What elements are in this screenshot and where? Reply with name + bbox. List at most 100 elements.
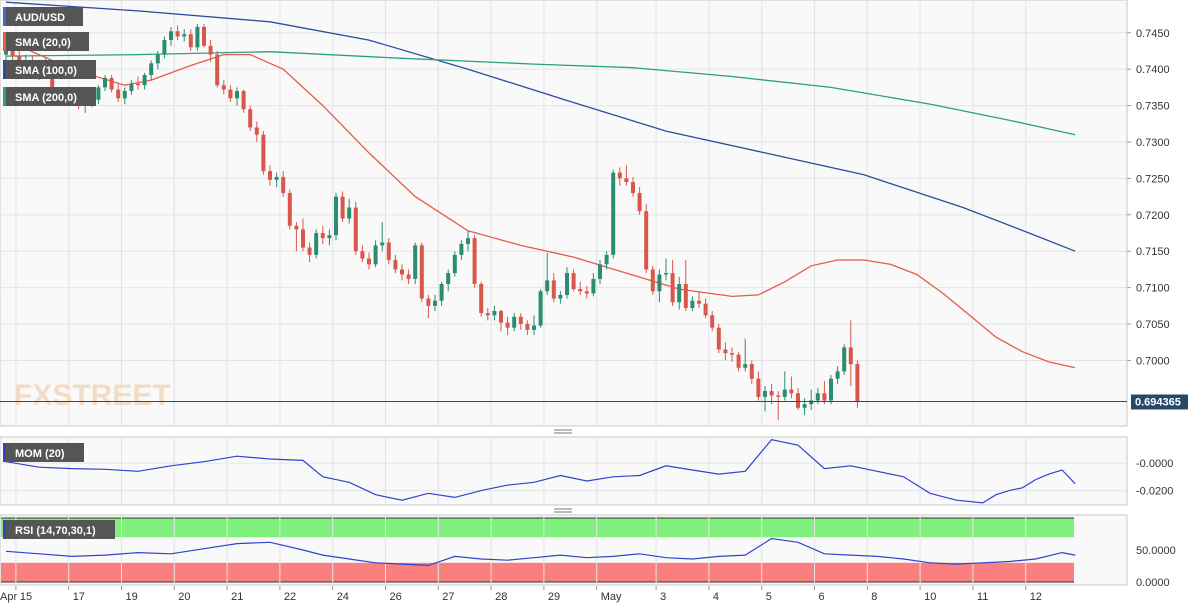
candle-body — [657, 274, 662, 292]
candle-body — [241, 91, 246, 110]
candle — [584, 286, 589, 299]
candle — [796, 388, 800, 410]
candle — [499, 309, 503, 332]
sma20-label: SMA (20,0) — [15, 37, 71, 49]
rsi-oversold-zone — [1, 562, 1074, 582]
rsi-ytick-label: 0.0000 — [1136, 577, 1170, 589]
candle — [109, 75, 114, 93]
x-tick-label: 26 — [390, 591, 402, 603]
candle-body — [578, 289, 583, 292]
main-ytick-label: 0.7050 — [1136, 319, 1170, 331]
candle — [380, 222, 385, 252]
candle — [334, 192, 338, 241]
main-ytick-label: 0.7100 — [1136, 283, 1170, 295]
candle — [340, 191, 345, 223]
candle-body — [644, 211, 649, 270]
candle-body — [743, 364, 748, 368]
candle-body — [512, 316, 517, 328]
symbol-label: AUD/USD — [15, 12, 65, 24]
candle-body — [149, 63, 154, 76]
candle — [723, 342, 728, 361]
candle-body — [611, 172, 616, 255]
last-price-tag-bg — [1131, 394, 1188, 410]
candle — [776, 391, 781, 421]
candle-body — [380, 242, 385, 246]
candle — [188, 29, 193, 51]
candle-body — [598, 264, 602, 279]
candle — [829, 375, 833, 405]
candle-body — [664, 273, 668, 275]
candle-body — [235, 91, 239, 99]
main-y-axis: 0.7450 0.7400 0.7350 0.7300 0.7250 0.7200 0.71… — [1127, 28, 1170, 367]
candle-body — [307, 247, 312, 255]
x-tick-label: 8 — [871, 591, 877, 603]
candle — [855, 360, 860, 408]
candle-body — [340, 196, 345, 219]
candle — [261, 131, 266, 175]
candle-body — [360, 251, 365, 259]
candle-body — [248, 109, 253, 128]
x-tick-label: 3 — [660, 591, 666, 603]
candle-body — [565, 273, 569, 295]
candle-body — [551, 280, 556, 299]
candle — [314, 229, 319, 259]
candle-body — [162, 40, 167, 55]
candle-body — [129, 83, 134, 92]
x-tick-label: Apr — [0, 591, 17, 603]
candle — [393, 254, 398, 274]
candle — [631, 176, 635, 197]
candle-body — [175, 31, 180, 37]
candle-body — [789, 389, 794, 394]
candle — [532, 315, 536, 335]
panel-splitter-1[interactable] — [554, 429, 572, 434]
candle-body — [50, 75, 55, 92]
last-price-tag: 0.694365 — [1135, 396, 1181, 408]
mom-series — [5, 439, 1076, 504]
x-tick-label: 27 — [442, 591, 454, 603]
candle-body — [96, 87, 101, 100]
main-ytick-label: 0.7350 — [1136, 101, 1170, 113]
candle-body — [558, 294, 563, 299]
sma-line-2 — [5, 51, 1076, 136]
candle — [439, 281, 444, 306]
candle-body — [716, 327, 721, 350]
panel-splitter-2[interactable] — [554, 508, 572, 513]
candle-body — [703, 303, 708, 316]
candle-body — [749, 364, 754, 379]
candle — [248, 105, 253, 132]
rsi-series — [5, 537, 1076, 567]
candle-body — [485, 313, 490, 316]
candle-body — [835, 371, 840, 379]
candle-body — [650, 269, 655, 292]
candle — [485, 308, 490, 321]
candle — [294, 222, 299, 252]
candle-body — [419, 245, 424, 299]
main-ytick-label: 0.7000 — [1136, 355, 1170, 367]
candle — [512, 313, 517, 332]
candle — [466, 230, 470, 252]
candle-body — [103, 77, 107, 88]
candle-body — [274, 176, 279, 180]
x-tick-label: 21 — [231, 591, 243, 603]
candle-body — [617, 172, 622, 179]
candle — [129, 80, 134, 95]
candle — [538, 289, 543, 328]
candle — [697, 291, 701, 309]
candle-body — [776, 395, 781, 397]
candle-body — [221, 85, 226, 90]
rsi-ytick-label: 50.0000 — [1136, 545, 1176, 557]
candle-body — [17, 56, 22, 64]
candle — [320, 225, 325, 244]
x-tick-label: 20 — [178, 591, 190, 603]
sma20-legend: SMA (20,0) — [3, 32, 89, 51]
rsi-grid — [15, 515, 1027, 585]
candle-body — [188, 34, 193, 48]
candle — [426, 294, 431, 319]
rsi-overbought-zone — [1, 518, 1074, 538]
candle-body — [466, 238, 470, 244]
candle — [155, 50, 160, 70]
candle-body — [109, 77, 114, 90]
candle — [367, 252, 371, 270]
